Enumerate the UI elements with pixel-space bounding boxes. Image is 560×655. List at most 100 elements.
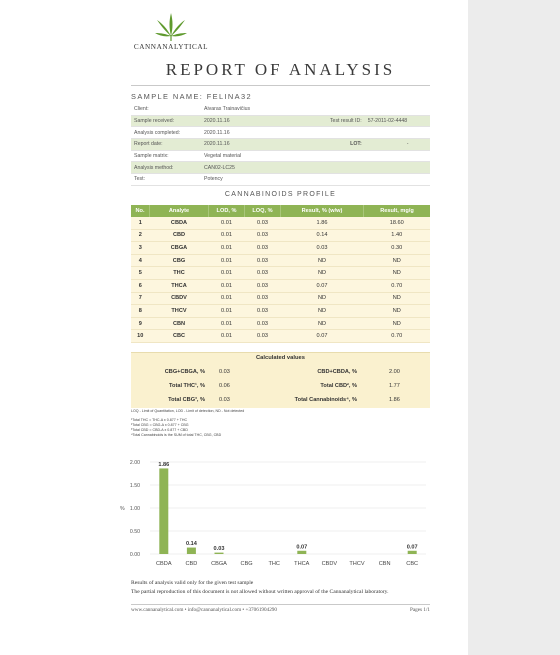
- table-row: 9 CBN 0.01 0.03 ND ND: [131, 317, 430, 331]
- table-cell: 0.70: [363, 279, 430, 293]
- x-tick-label: CBG: [241, 561, 253, 567]
- table-cell: 0.01: [208, 229, 245, 243]
- table-cell: ND: [280, 266, 364, 280]
- report-page: CANNANALYTICAL REPORT OF ANALYSIS SAMPLE…: [0, 0, 468, 655]
- table-cell: 3: [131, 241, 150, 255]
- info-value: 2020.11.16: [201, 138, 312, 151]
- table-cell: 0.07: [280, 279, 364, 293]
- viewer-background: [468, 0, 560, 655]
- info-label: Test result ID:: [312, 115, 365, 128]
- footnote: ²Total CBG = CBG-A x 0.877 + CBG: [131, 423, 189, 427]
- page-number: Pages 1/1: [409, 607, 430, 613]
- footnotes: LOQ - Limit of Quantitation, LOD - Limit…: [131, 409, 244, 438]
- info-value: Vegetal material: [201, 150, 312, 163]
- table-cell: CBD: [149, 229, 209, 243]
- info-value: CAN02-LC25: [201, 161, 312, 175]
- table-cell: 0.01: [208, 317, 245, 331]
- table-cell: 0.01: [208, 292, 245, 306]
- footer-divider: [131, 604, 430, 605]
- table-cell: CBDA: [149, 217, 209, 230]
- footnote: ³Total CBD = CBD-A x 0.877 + CBD: [131, 428, 188, 432]
- footnote: ¹Total THC = THC-A x 0.877 + THC: [131, 418, 188, 422]
- column-header: LOQ, %: [244, 205, 281, 217]
- table-cell: 0.14: [280, 229, 364, 243]
- table-cell: 0.01: [208, 241, 245, 255]
- table-row: 10 CBC 0.01 0.03 0.07 0.70: [131, 329, 430, 343]
- table-cell: ND: [363, 254, 430, 268]
- data-label: 0.03: [214, 546, 225, 552]
- table-row: 5 THC 0.01 0.03 ND ND: [131, 266, 430, 280]
- table-cell: 0.03: [244, 217, 281, 230]
- y-tick-label: 0.50: [130, 529, 140, 535]
- table-cell: 0.03: [244, 266, 281, 280]
- table-cell: 0.30: [363, 241, 430, 255]
- footnote: ⁴Total Cannabinoids is the SUM of total …: [131, 433, 222, 437]
- table-cell: 1.40: [363, 229, 430, 243]
- table-row: 2 CBD 0.01 0.03 0.14 1.40: [131, 229, 430, 243]
- table-row: 8 THCV 0.01 0.03 ND ND: [131, 304, 430, 318]
- table-cell: 5: [131, 266, 150, 280]
- table-cell: 0.01: [208, 254, 245, 268]
- info-label: Test:: [131, 173, 201, 186]
- info-value: 57-2011-02-4448: [364, 115, 430, 128]
- table-cell: 0.03: [244, 254, 281, 268]
- info-label: Sample received:: [131, 115, 201, 128]
- table-cell: 0.01: [208, 304, 245, 318]
- cannabinoids-table: No. Analyte LOD, % LOQ, % Result, % (w/w…: [131, 205, 430, 343]
- table-cell: 0.07: [280, 329, 364, 343]
- info-row: Test: Potency: [131, 173, 430, 186]
- sample-name: SAMPLE NAME: FELINA32: [131, 92, 252, 101]
- x-tick-label: CBDV: [322, 561, 338, 567]
- table-cell: 0.03: [244, 229, 281, 243]
- calc-row: CBG+CBGA, % 0.03 CBD+CBDA, % 2.00: [131, 366, 430, 379]
- column-header: Analyte: [149, 205, 209, 217]
- info-value: Potency: [201, 173, 312, 186]
- chart-bar: [214, 552, 224, 554]
- footer: www.cannanalytical.com • info@cannanalyt…: [131, 607, 430, 613]
- table-cell: 0.03: [244, 304, 281, 318]
- table-cell: 0.03: [244, 329, 281, 343]
- calc-value: 1.77: [389, 383, 400, 389]
- title-divider: [131, 85, 430, 86]
- info-label: LOT:: [312, 138, 365, 151]
- calc-name: Total THC¹, %: [169, 383, 205, 389]
- table-cell: 0.03: [244, 279, 281, 293]
- info-value: -: [364, 138, 430, 151]
- info-label: Client:: [131, 104, 201, 116]
- calc-value: 0.03: [219, 369, 230, 375]
- data-label: 0.07: [296, 544, 307, 550]
- table-cell: 18.60: [363, 217, 430, 230]
- x-tick-label: THCV: [349, 561, 364, 567]
- column-header: LOD, %: [208, 205, 245, 217]
- table-cell: 0.01: [208, 266, 245, 280]
- calc-value: 0.03: [219, 397, 230, 403]
- info-label: Report date:: [131, 138, 201, 151]
- table-cell: CBN: [149, 317, 209, 331]
- x-tick-label: CBN: [379, 561, 391, 567]
- chart-bar: [297, 550, 307, 554]
- calc-value: 1.86: [389, 397, 400, 403]
- info-row: Sample received: 2020.11.16 Test result …: [131, 115, 430, 128]
- table-row: 4 CBG 0.01 0.03 ND ND: [131, 254, 430, 268]
- y-tick-label: 1.00: [130, 506, 140, 512]
- table-cell: ND: [363, 317, 430, 331]
- table-cell: ND: [280, 292, 364, 306]
- info-value: Aivaras Trainavičius: [201, 104, 312, 116]
- table-cell: THCV: [149, 304, 209, 318]
- chart-bar: [159, 468, 169, 554]
- table-row: 7 CBDV 0.01 0.03 ND ND: [131, 292, 430, 306]
- info-row: Analysis completed: 2020.11.16: [131, 126, 430, 140]
- table-cell: 10: [131, 329, 150, 343]
- x-tick-label: THCA: [294, 561, 309, 567]
- calc-row: Total CBG³, % 0.03 Total Cannabinoids⁴, …: [131, 394, 430, 407]
- table-cell: ND: [280, 254, 364, 268]
- table-cell: ND: [363, 266, 430, 280]
- info-row: Analysis method: CAN02-LC25: [131, 161, 430, 175]
- info-label: Analysis completed:: [131, 126, 201, 140]
- table-cell: 0.03: [280, 241, 364, 255]
- table-cell: ND: [280, 304, 364, 318]
- table-cell: THCA: [149, 279, 209, 293]
- brand-name: CANNANALYTICAL: [133, 43, 209, 51]
- table-cell: ND: [280, 317, 364, 331]
- info-value: 2020.11.16: [201, 126, 312, 140]
